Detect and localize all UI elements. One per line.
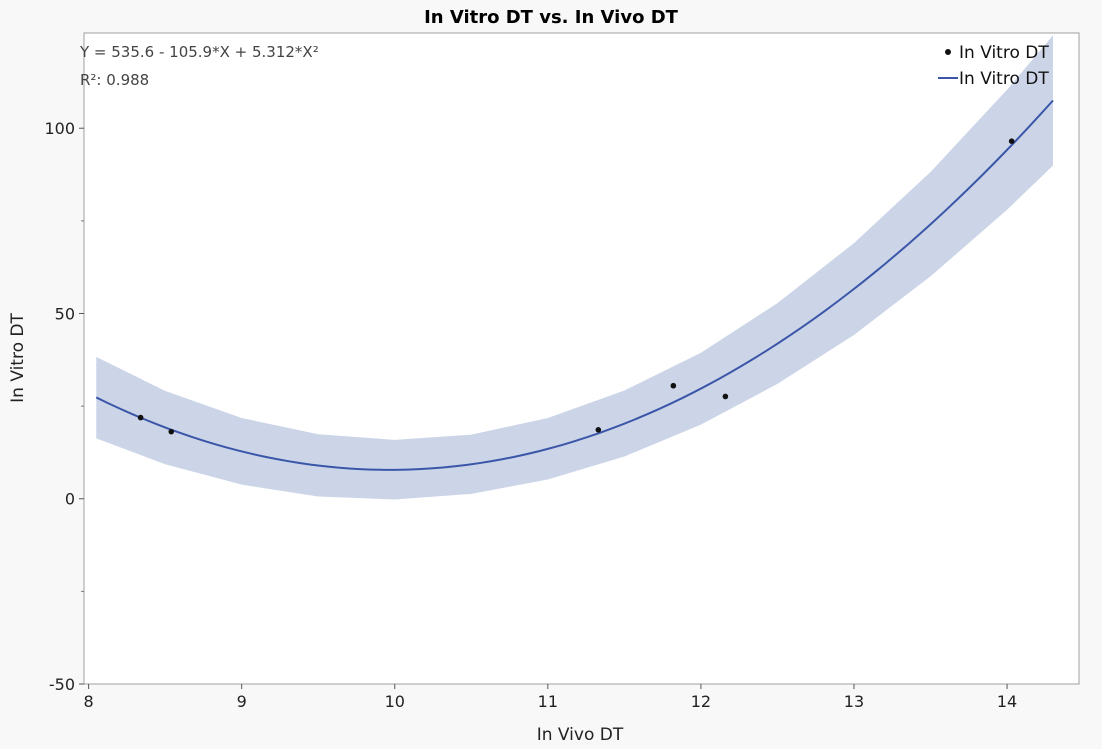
data-point — [1008, 138, 1015, 144]
legend-label-line: In Vitro DT — [959, 69, 1049, 89]
x-tick-label: 10 — [385, 692, 405, 711]
data-point — [168, 428, 175, 435]
plot-area — [83, 32, 1080, 685]
x-tick-label: 14 — [997, 692, 1017, 711]
data-point — [137, 414, 144, 421]
y-tick-label: 0 — [65, 490, 75, 509]
fit-equation: Y = 535.6 - 105.9*X + 5.312*X² — [79, 43, 319, 61]
data-point — [722, 393, 729, 400]
x-tick-label: 9 — [237, 692, 247, 711]
data-point — [670, 382, 677, 389]
y-axis-label: In Vitro DT — [8, 313, 28, 403]
x-tick-label: 12 — [691, 692, 711, 711]
r-squared: R²: 0.988 — [80, 71, 149, 89]
y-tick-label: 100 — [44, 119, 75, 138]
x-tick-label: 8 — [83, 692, 93, 711]
fit-line — [95, 99, 1054, 471]
y-tick-label: -50 — [49, 675, 75, 694]
x-tick-label: 13 — [844, 692, 864, 711]
data-point — [595, 427, 602, 433]
x-tick-label: 11 — [538, 692, 558, 711]
legend: In Vitro DT In Vitro DT — [938, 43, 1049, 89]
confidence-band — [96, 35, 1053, 500]
legend-label-points: In Vitro DT — [959, 43, 1049, 63]
y-tick-label: 50 — [55, 304, 75, 323]
x-axis-label: In Vivo DT — [537, 725, 624, 745]
legend-point-marker — [945, 49, 951, 55]
chart-title: In Vitro DT vs. In Vivo DT — [424, 7, 679, 28]
